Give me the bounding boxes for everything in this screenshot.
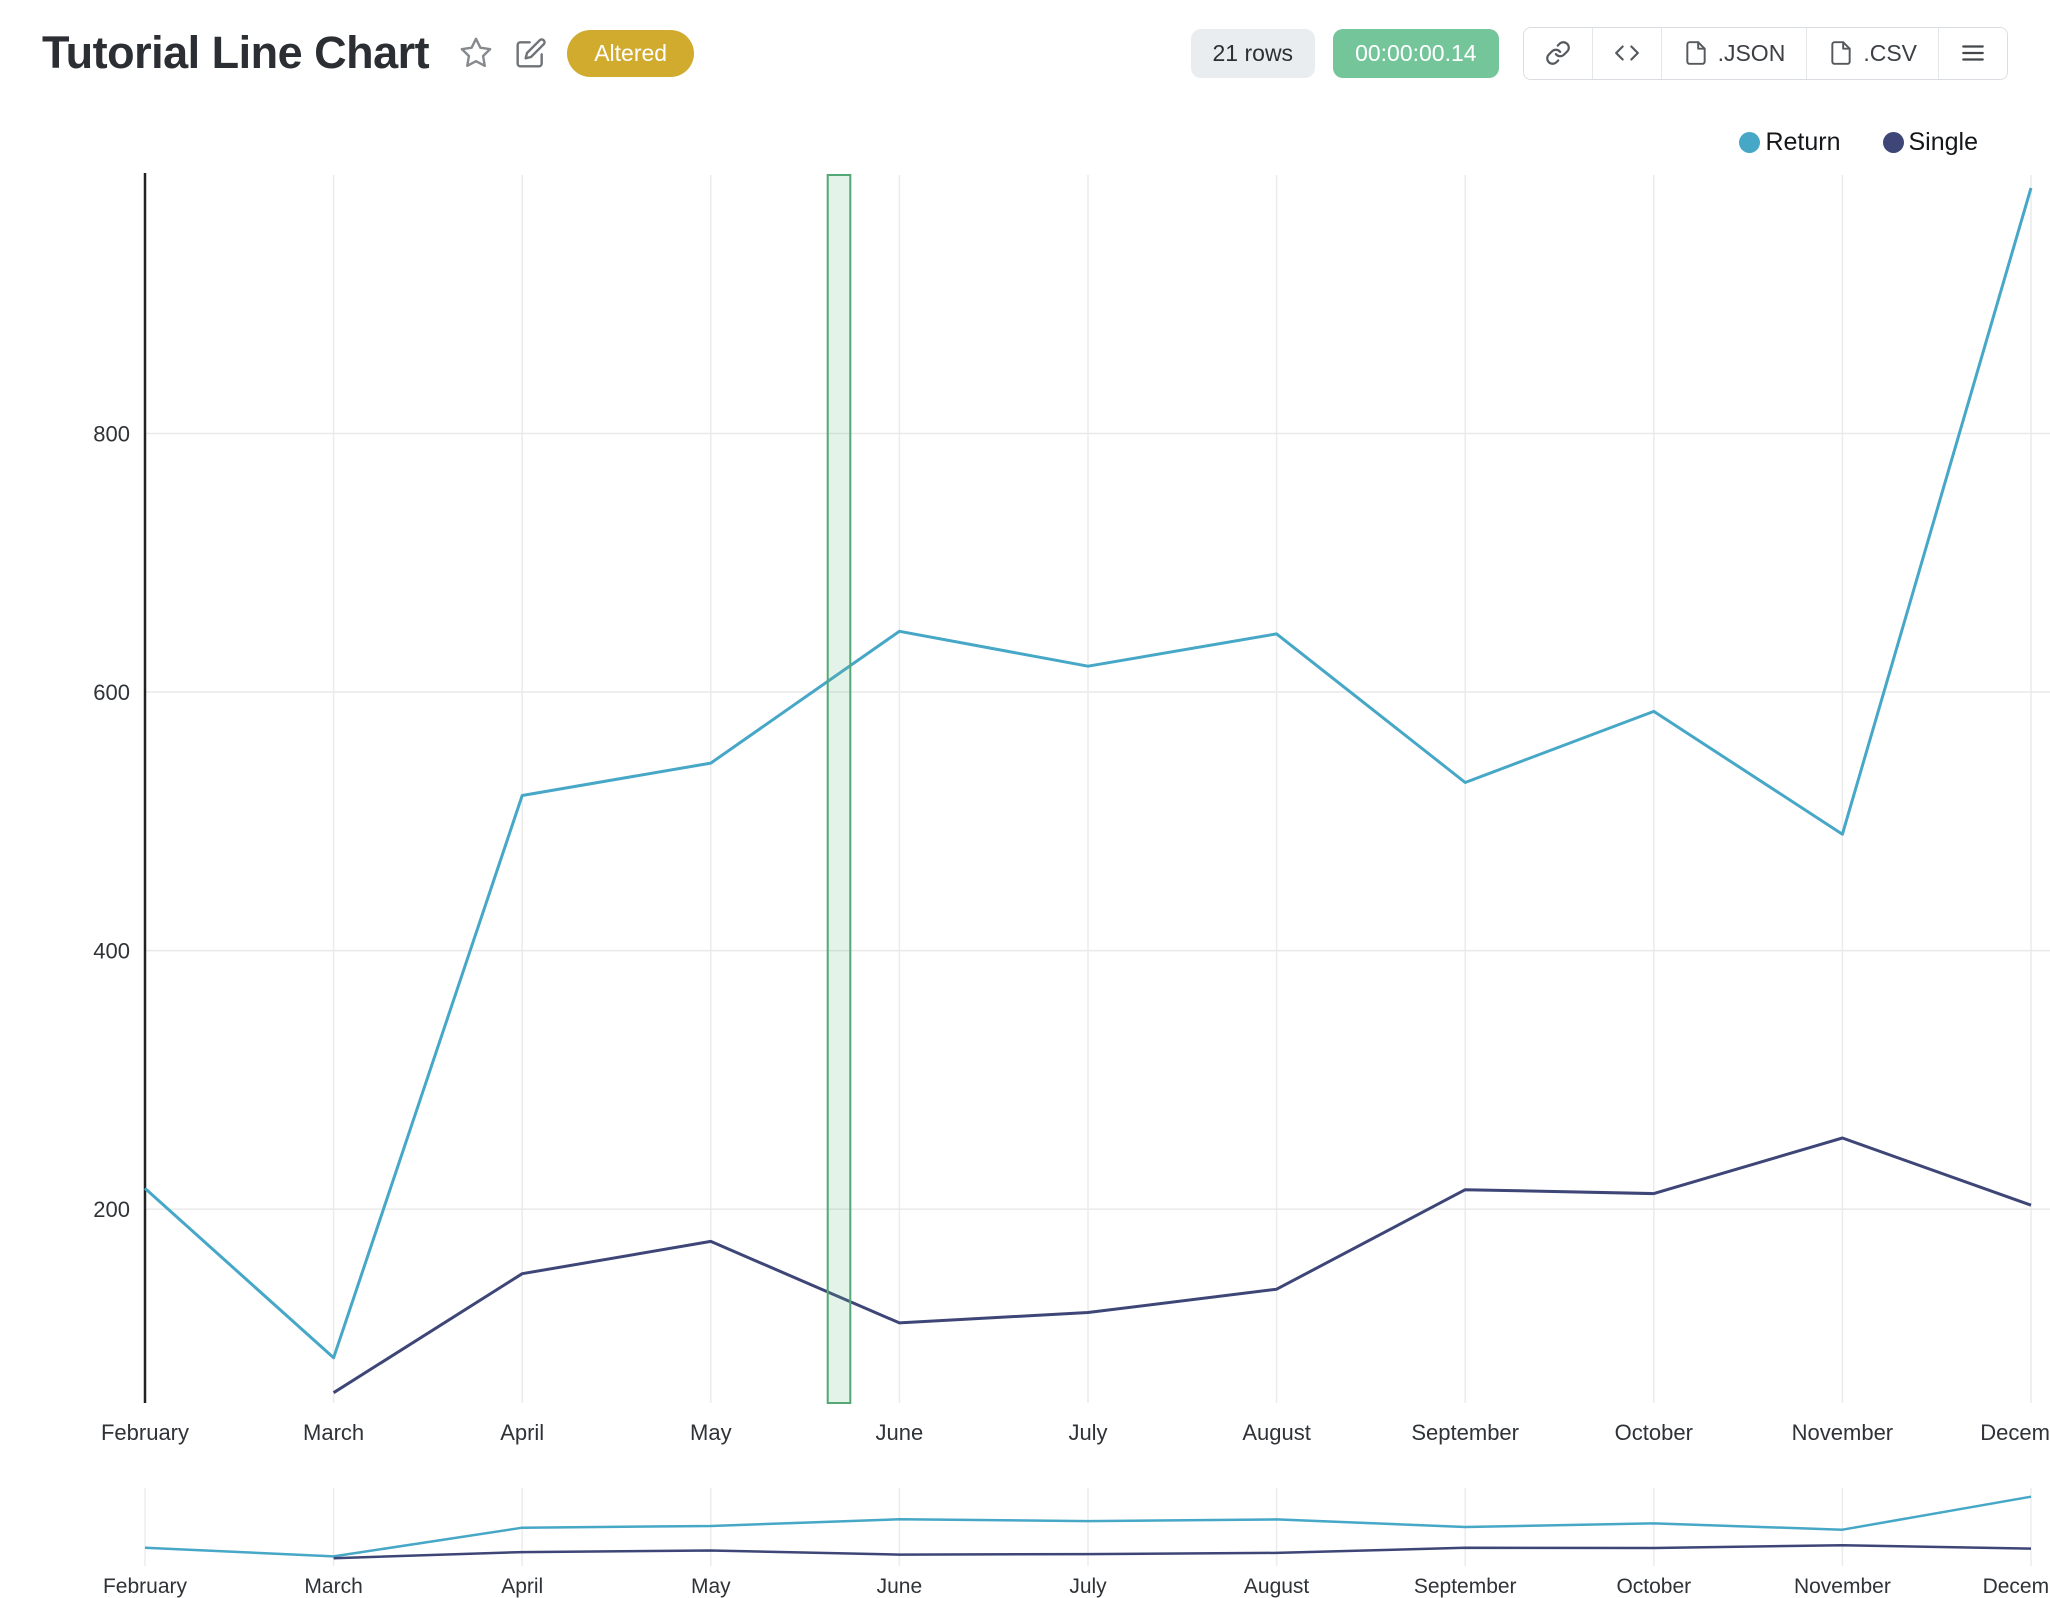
x-axis-label: February: [101, 1420, 189, 1445]
file-csv-icon: [1831, 41, 1851, 65]
legend-label-single: Single: [1908, 128, 1979, 156]
header: Tutorial Line Chart Altered 21 rows 00:0…: [0, 0, 2050, 106]
row-count-badge: 21 rows: [1190, 28, 1316, 78]
overview-x-axis-label: December: [1983, 1575, 2050, 1598]
overview-x-axis-label: June: [877, 1575, 923, 1598]
x-axis-label: September: [1411, 1420, 1519, 1445]
legend-label-return: Return: [1765, 128, 1841, 156]
file-json-icon: [1685, 41, 1706, 65]
export-json-label: .JSON: [1717, 39, 1786, 66]
edit-icon: [516, 38, 546, 68]
x-axis-label: March: [303, 1420, 364, 1445]
x-axis-label: October: [1615, 1420, 1693, 1445]
y-axis-label: 400: [93, 939, 130, 964]
export-csv-label: .CSV: [1863, 39, 1917, 66]
star-icon: [460, 37, 492, 67]
overview-x-axis-label: February: [103, 1575, 188, 1598]
page-title: Tutorial Line Chart: [42, 27, 430, 78]
export-csv-button[interactable]: .CSV: [1806, 27, 1938, 79]
chart-legend: Return Single: [1739, 128, 1978, 157]
chart-line-single: [332, 1136, 2032, 1394]
legend-item-single[interactable]: Single: [1882, 128, 1979, 157]
selection-band[interactable]: [826, 174, 852, 1404]
legend-dot-return: [1739, 132, 1761, 153]
overview-x-axis-label: August: [1244, 1575, 1310, 1598]
link-icon: [1545, 41, 1570, 65]
query-time-badge: 00:00:00.14: [1333, 28, 1499, 78]
x-axis-label: July: [1068, 1420, 1107, 1445]
x-axis-label: August: [1242, 1420, 1311, 1445]
altered-badge: Altered: [567, 29, 695, 77]
overview-x-axis-label: April: [501, 1575, 543, 1598]
hamburger-icon: [1962, 45, 1984, 61]
x-axis-label: June: [876, 1420, 924, 1445]
x-axis-label: December: [1980, 1420, 2050, 1445]
x-axis-label: May: [690, 1420, 732, 1445]
export-toolbar: .JSON .CSV: [1522, 26, 2008, 80]
overview-x-axis-label: October: [1616, 1575, 1691, 1598]
overview-x-axis-label: November: [1794, 1575, 1891, 1598]
y-axis-label: 200: [93, 1197, 130, 1222]
legend-item-return[interactable]: Return: [1739, 128, 1841, 157]
overview-x-axis-label: May: [691, 1575, 731, 1598]
show-code-button[interactable]: [1591, 27, 1661, 79]
legend-dot-single: [1882, 132, 1904, 153]
overview-x-axis-label: September: [1414, 1575, 1517, 1598]
overview-line-return: [144, 1495, 2032, 1558]
x-axis-label: November: [1792, 1420, 1893, 1445]
code-icon: [1614, 45, 1639, 61]
menu-button[interactable]: [1938, 27, 2007, 79]
y-axis-label: 800: [93, 422, 130, 447]
overview-x-axis-label: March: [304, 1575, 362, 1598]
overview-x-axis-label: July: [1069, 1575, 1107, 1598]
y-axis-label: 600: [93, 680, 130, 705]
edit-button[interactable]: [513, 35, 549, 71]
overview-line-single: [333, 1543, 2032, 1560]
export-json-button[interactable]: .JSON: [1660, 27, 1807, 79]
favorite-button[interactable]: [457, 34, 495, 72]
x-axis-label: April: [500, 1420, 544, 1445]
chart-line-return: [143, 187, 2033, 1360]
copy-link-button[interactable]: [1523, 27, 1592, 79]
